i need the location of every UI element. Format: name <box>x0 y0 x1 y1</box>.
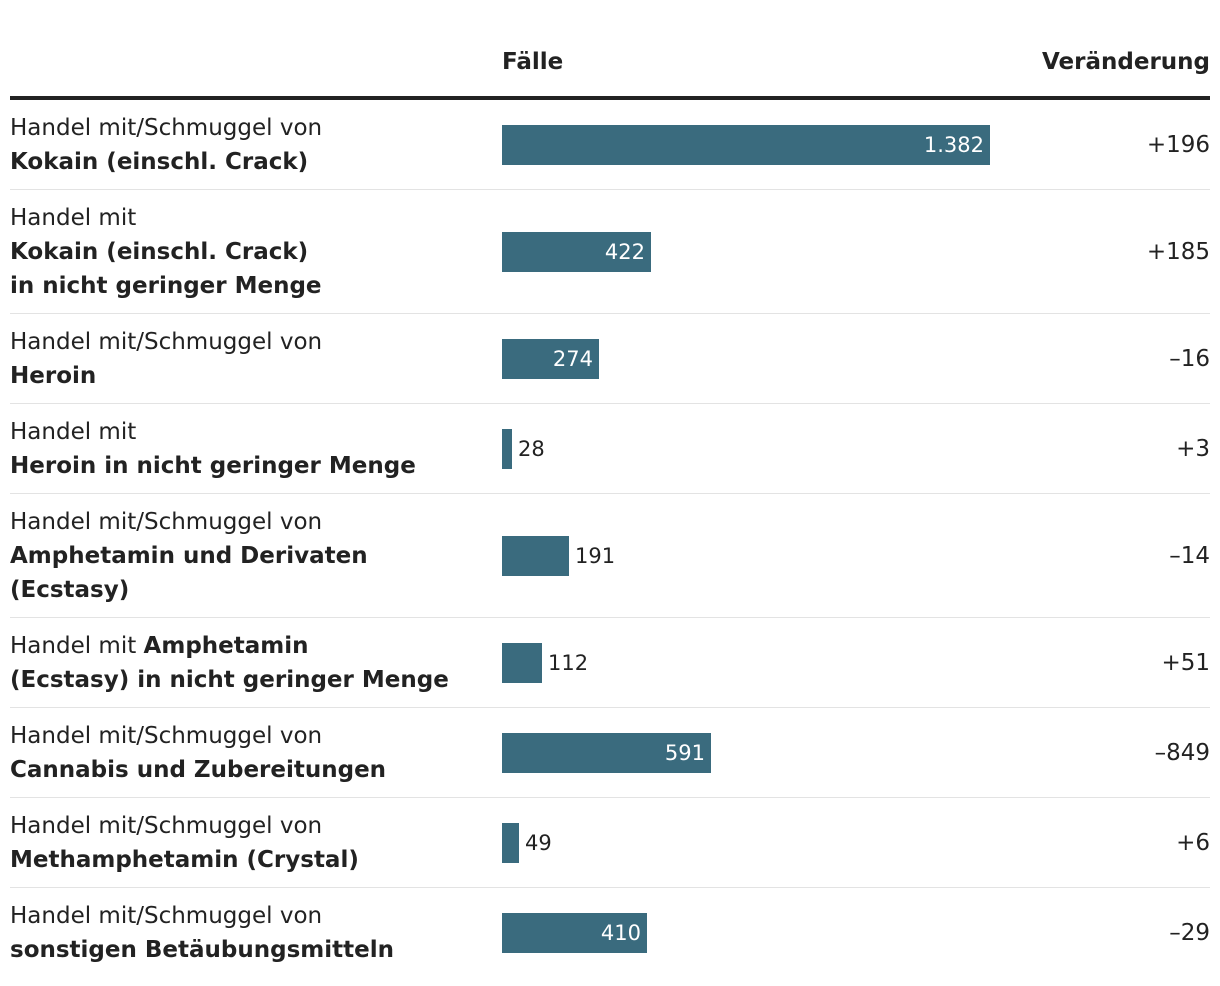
change-value: +3 <box>1176 436 1210 462</box>
category-label-line: Handel mit <box>10 201 480 235</box>
header-rule <box>10 96 1210 100</box>
category-label-bold: (Ecstasy) <box>10 577 130 603</box>
category-label-line: in nicht geringer Menge <box>10 269 480 303</box>
bar <box>502 339 599 379</box>
bar-value-label: 591 <box>664 741 705 765</box>
category-label-bold: Heroin in nicht geringer Menge <box>10 453 416 479</box>
category-label-text: Handel mit/Schmuggel von <box>10 115 323 141</box>
change-value: –29 <box>1169 920 1210 946</box>
change-value: –849 <box>1154 740 1210 766</box>
chart-row: Handel mit Kokain (einschl. Crack) in nich… <box>10 190 1210 314</box>
category-label-text: Handel mit/Schmuggel von <box>10 509 323 535</box>
chart-row: Handel mit/Schmuggel von Heroin 274 –16 <box>10 314 1210 404</box>
category-label: Handel mit/Schmuggel von Amphetamin und D… <box>10 505 480 607</box>
category-label-text: Handel mit <box>10 205 137 231</box>
bar <box>502 125 990 165</box>
bar <box>502 823 519 863</box>
category-label: Handel mit/Schmuggel von Methamphetamin (… <box>10 809 480 877</box>
category-label-line: (Ecstasy) <box>10 573 480 607</box>
category-label: Handel mit Heroin in nicht geringer Menge <box>10 415 480 483</box>
chart-row: Handel mit/Schmuggel von Kokain (einschl.… <box>10 100 1210 190</box>
chart-row: Handel mit Heroin in nicht geringer Menge… <box>10 404 1210 494</box>
column-header-cases: Fälle <box>502 49 564 75</box>
category-label-line: Handel mit/Schmuggel von <box>10 899 480 933</box>
change-value: +6 <box>1176 830 1210 856</box>
category-label: Handel mit/Schmuggel von sonstigen Betäub… <box>10 899 480 967</box>
change-value: +51 <box>1161 650 1210 676</box>
category-label-bold: Cannabis und Zubereitungen <box>10 757 387 783</box>
bar-value-label: 410 <box>600 921 641 945</box>
category-label-line: Handel mit/Schmuggel von <box>10 719 480 753</box>
category-label-line: Heroin <box>10 359 480 393</box>
category-label-line: Handel mit/Schmuggel von <box>10 809 480 843</box>
category-label-bold: Amphetamin und Derivaten <box>10 543 368 569</box>
change-value: –16 <box>1169 346 1210 372</box>
category-label: Handel mit/Schmuggel von Heroin <box>10 325 480 393</box>
chart-row: Handel mit/Schmuggel von sonstigen Betäub… <box>10 888 1210 978</box>
chart-row: Handel mit/Schmuggel von Cannabis und Zub… <box>10 708 1210 798</box>
category-label-line: (Ecstasy) in nicht geringer Menge <box>10 663 480 697</box>
category-label-line: Amphetamin und Derivaten <box>10 539 480 573</box>
bar <box>502 643 542 683</box>
chart-row: Handel mit Amphetamin (Ecstasy) in nicht … <box>10 618 1210 708</box>
category-label: Handel mit/Schmuggel von Kokain (einschl.… <box>10 111 480 179</box>
category-label-line: Handel mit Amphetamin <box>10 629 480 663</box>
bar-value-label: 191 <box>575 544 616 568</box>
category-label-bold: (Ecstasy) in nicht geringer Menge <box>10 667 449 693</box>
category-label: Handel mit Amphetamin (Ecstasy) in nicht … <box>10 629 480 697</box>
category-label-text: Handel mit/Schmuggel von <box>10 723 323 749</box>
category-label-bold: Methamphetamin (Crystal) <box>10 847 359 873</box>
category-label-line: sonstigen Betäubungsmitteln <box>10 933 480 967</box>
category-label-text: Handel mit/Schmuggel von <box>10 903 323 929</box>
chart-row: Handel mit/Schmuggel von Amphetamin und D… <box>10 494 1210 618</box>
bar-value-label: 28 <box>518 437 545 461</box>
category-label-line: Handel mit/Schmuggel von <box>10 325 480 359</box>
category-label-line: Methamphetamin (Crystal) <box>10 843 480 877</box>
bar-value-label: 422 <box>604 240 645 264</box>
column-header-change: Veränderung <box>1042 49 1210 75</box>
category-label-text: Handel mit/Schmuggel von <box>10 329 323 355</box>
change-value: –14 <box>1169 543 1210 569</box>
bar <box>502 429 512 469</box>
change-value: +196 <box>1146 132 1210 158</box>
category-label-line: Kokain (einschl. Crack) <box>10 235 480 269</box>
category-label-bold: Amphetamin <box>143 633 309 659</box>
category-label-text: Handel mit/Schmuggel von <box>10 813 323 839</box>
bar <box>502 913 647 953</box>
category-label-text: Handel mit <box>10 419 137 445</box>
category-label: Handel mit Kokain (einschl. Crack) in nich… <box>10 201 480 303</box>
category-label-line: Handel mit <box>10 415 480 449</box>
bar-value-label: 49 <box>525 831 552 855</box>
bar-value-label: 274 <box>552 347 593 371</box>
bar <box>502 733 711 773</box>
category-label-line: Kokain (einschl. Crack) <box>10 145 480 179</box>
category-label-line: Handel mit/Schmuggel von <box>10 505 480 539</box>
category-label-bold: Kokain (einschl. Crack) <box>10 239 309 265</box>
category-label-line: Handel mit/Schmuggel von <box>10 111 480 145</box>
category-label-bold: Heroin <box>10 363 97 389</box>
category-label-bold: sonstigen Betäubungsmitteln <box>10 937 394 963</box>
change-value: +185 <box>1146 239 1210 265</box>
category-label-line: Heroin in nicht geringer Menge <box>10 449 480 483</box>
bar <box>502 232 651 272</box>
chart-row: Handel mit/Schmuggel von Methamphetamin (… <box>10 798 1210 888</box>
category-label-text: Handel mit <box>10 633 144 659</box>
bar <box>502 536 569 576</box>
category-label: Handel mit/Schmuggel von Cannabis und Zub… <box>10 719 480 787</box>
category-label-bold: in nicht geringer Menge <box>10 273 322 299</box>
category-label-bold: Kokain (einschl. Crack) <box>10 149 309 175</box>
bar-value-label: 1.382 <box>923 133 984 157</box>
bar-value-label: 112 <box>548 651 589 675</box>
category-label-line: Cannabis und Zubereitungen <box>10 753 480 787</box>
